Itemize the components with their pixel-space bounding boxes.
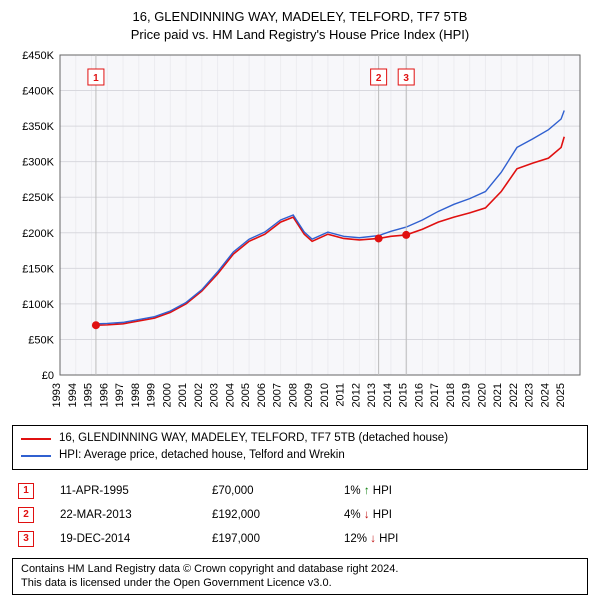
legend-item-0: 16, GLENDINNING WAY, MADELEY, TELFORD, T… xyxy=(21,430,579,447)
footer-line1: Contains HM Land Registry data © Crown c… xyxy=(21,562,579,577)
footer-line2: This data is licensed under the Open Gov… xyxy=(21,576,579,591)
svg-text:2009: 2009 xyxy=(303,383,315,407)
svg-text:2016: 2016 xyxy=(413,383,425,407)
svg-text:1999: 1999 xyxy=(146,383,158,407)
svg-text:£250K: £250K xyxy=(22,192,54,204)
legend-item-1: HPI: Average price, detached house, Telf… xyxy=(21,447,579,464)
svg-text:2014: 2014 xyxy=(382,383,394,407)
svg-text:1993: 1993 xyxy=(51,383,63,407)
sale-date: 19-DEC-2014 xyxy=(56,528,206,550)
sale-delta: 1% ↑ HPI xyxy=(340,480,586,502)
sale-date: 11-APR-1995 xyxy=(56,480,206,502)
sale-point-3 xyxy=(402,231,410,239)
svg-text:2023: 2023 xyxy=(524,383,536,407)
title-line2: Price paid vs. HM Land Registry's House … xyxy=(12,26,588,44)
sales-table: 1 11-APR-1995£70,0001% ↑ HPI 2 22-MAR-2013£… xyxy=(12,478,588,552)
svg-text:2006: 2006 xyxy=(256,383,268,407)
sale-price: £197,000 xyxy=(208,528,338,550)
svg-text:2019: 2019 xyxy=(461,383,473,407)
svg-text:£200K: £200K xyxy=(22,228,54,240)
svg-text:£0: £0 xyxy=(42,370,54,382)
svg-text:£350K: £350K xyxy=(22,121,54,133)
svg-text:2010: 2010 xyxy=(319,383,331,407)
svg-text:2000: 2000 xyxy=(161,383,173,407)
svg-text:£400K: £400K xyxy=(22,86,54,98)
table-row: 3 19-DEC-2014£197,00012% ↓ HPI xyxy=(14,528,586,550)
svg-text:2015: 2015 xyxy=(398,383,410,407)
svg-text:1997: 1997 xyxy=(114,383,126,407)
svg-text:2020: 2020 xyxy=(476,383,488,407)
table-row: 2 22-MAR-2013£192,0004% ↓ HPI xyxy=(14,504,586,526)
svg-text:£150K: £150K xyxy=(22,263,54,275)
svg-text:3: 3 xyxy=(403,73,409,84)
svg-text:2011: 2011 xyxy=(335,383,347,407)
svg-text:2003: 2003 xyxy=(209,383,221,407)
svg-text:2004: 2004 xyxy=(224,383,236,407)
sale-point-2 xyxy=(375,235,383,243)
svg-text:£50K: £50K xyxy=(28,335,54,347)
legend-label: 16, GLENDINNING WAY, MADELEY, TELFORD, T… xyxy=(59,430,448,447)
chart-title: 16, GLENDINNING WAY, MADELEY, TELFORD, T… xyxy=(12,8,588,43)
svg-text:2002: 2002 xyxy=(193,383,205,407)
sale-price: £192,000 xyxy=(208,504,338,526)
sale-delta: 4% ↓ HPI xyxy=(340,504,586,526)
sale-index-marker: 3 xyxy=(18,531,34,547)
title-line1: 16, GLENDINNING WAY, MADELEY, TELFORD, T… xyxy=(12,8,588,26)
svg-text:£300K: £300K xyxy=(22,157,54,169)
svg-text:2024: 2024 xyxy=(539,383,551,407)
svg-text:1998: 1998 xyxy=(130,383,142,407)
svg-text:2012: 2012 xyxy=(350,383,362,407)
svg-text:£100K: £100K xyxy=(22,299,54,311)
svg-text:2017: 2017 xyxy=(429,383,441,407)
svg-text:2: 2 xyxy=(376,73,382,84)
svg-text:2007: 2007 xyxy=(272,383,284,407)
sale-index-marker: 1 xyxy=(18,483,34,499)
price-chart: £0 £50K £100K £150K £200K £250K £300K £350K £400… xyxy=(12,49,588,419)
legend-swatch xyxy=(21,455,51,457)
svg-text:£450K: £450K xyxy=(22,50,54,62)
svg-text:1995: 1995 xyxy=(83,383,95,407)
legend: 16, GLENDINNING WAY, MADELEY, TELFORD, T… xyxy=(12,425,588,470)
svg-text:2018: 2018 xyxy=(445,383,457,407)
svg-text:2022: 2022 xyxy=(508,383,520,407)
svg-text:1996: 1996 xyxy=(98,383,110,407)
svg-text:2001: 2001 xyxy=(177,383,189,407)
table-row: 1 11-APR-1995£70,0001% ↑ HPI xyxy=(14,480,586,502)
svg-text:2013: 2013 xyxy=(366,383,378,407)
sale-index-marker: 2 xyxy=(18,507,34,523)
sale-point-1 xyxy=(92,321,100,329)
svg-text:1: 1 xyxy=(93,73,99,84)
svg-text:2025: 2025 xyxy=(555,383,567,407)
sale-price: £70,000 xyxy=(208,480,338,502)
legend-swatch xyxy=(21,438,51,440)
svg-text:2008: 2008 xyxy=(287,383,299,407)
svg-text:1994: 1994 xyxy=(67,383,79,407)
legend-label: HPI: Average price, detached house, Telf… xyxy=(59,447,345,464)
svg-text:2005: 2005 xyxy=(240,383,252,407)
sale-delta: 12% ↓ HPI xyxy=(340,528,586,550)
svg-text:2021: 2021 xyxy=(492,383,504,407)
sale-date: 22-MAR-2013 xyxy=(56,504,206,526)
